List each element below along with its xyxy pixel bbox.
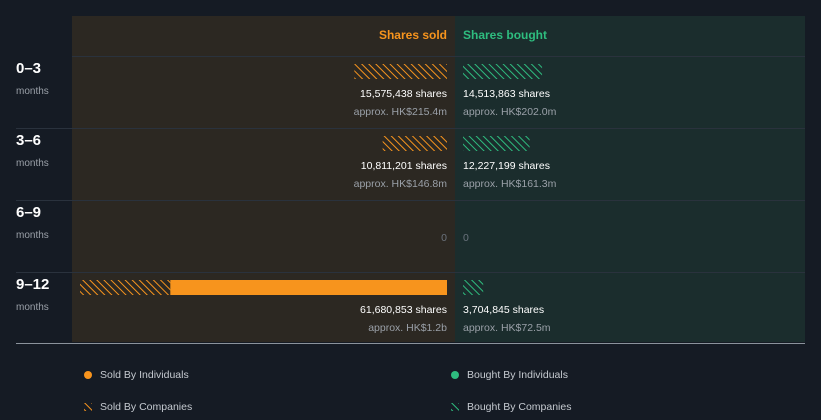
sold-companies-bar [354, 64, 447, 79]
sold-approx-value: approx. HK$146.8m [353, 178, 447, 190]
sold-companies-bar [80, 280, 171, 295]
bought-companies-legend-swatch [451, 403, 459, 411]
legend-bought-companies: Bought By Companies [467, 401, 572, 413]
period-unit-label: months [16, 158, 49, 169]
sold-zero-value: 0 [441, 232, 447, 244]
period-label: 9–12 [16, 276, 50, 293]
sold-shares-value: 61,680,853 shares [360, 304, 447, 316]
sold-approx-value: approx. HK$1.2b [368, 322, 447, 334]
bought-companies-bar [463, 136, 530, 151]
bought-shares-value: 12,227,199 shares [463, 160, 550, 172]
sold-companies-legend-swatch [84, 403, 92, 411]
period-label: 0–3 [16, 60, 42, 77]
legend-sold-individuals: Sold By Individuals [100, 369, 189, 381]
chart-bottom-divider [16, 343, 805, 344]
legend-sold-companies: Sold By Companies [100, 401, 193, 413]
sold-shares-value: 10,811,201 shares [360, 160, 447, 172]
header-divider [72, 56, 805, 57]
row-divider [16, 200, 805, 201]
bought-shares-value: 3,704,845 shares [463, 304, 545, 316]
bought-shares-value: 14,513,863 shares [463, 88, 550, 100]
sold-individuals-bar [170, 280, 447, 295]
period-label: 6–9 [16, 204, 42, 221]
shares-sold-header: Shares sold [378, 28, 447, 42]
sold-shares-value: 15,575,438 shares [360, 88, 447, 100]
sold-companies-bar [382, 136, 447, 151]
period-unit-label: months [16, 302, 49, 313]
bought-companies-bar [463, 280, 484, 295]
bought-approx-value: approx. HK$72.5m [463, 322, 551, 334]
period-label: 3–6 [16, 132, 42, 149]
row-divider [16, 128, 805, 129]
bought-approx-value: approx. HK$161.3m [463, 178, 557, 190]
period-unit-label: months [16, 230, 49, 241]
sold-approx-value: approx. HK$215.4m [353, 106, 447, 118]
period-unit-label: months [16, 86, 49, 97]
bought-zero-value: 0 [463, 232, 469, 244]
row-divider [16, 272, 805, 273]
shares-bought-header: Shares bought [463, 28, 548, 42]
sold-individuals-legend-swatch [84, 371, 92, 379]
bought-individuals-legend-swatch [451, 371, 459, 379]
legend-bought-individuals: Bought By Individuals [467, 369, 568, 381]
bought-approx-value: approx. HK$202.0m [463, 106, 557, 118]
bought-companies-bar [463, 64, 543, 79]
